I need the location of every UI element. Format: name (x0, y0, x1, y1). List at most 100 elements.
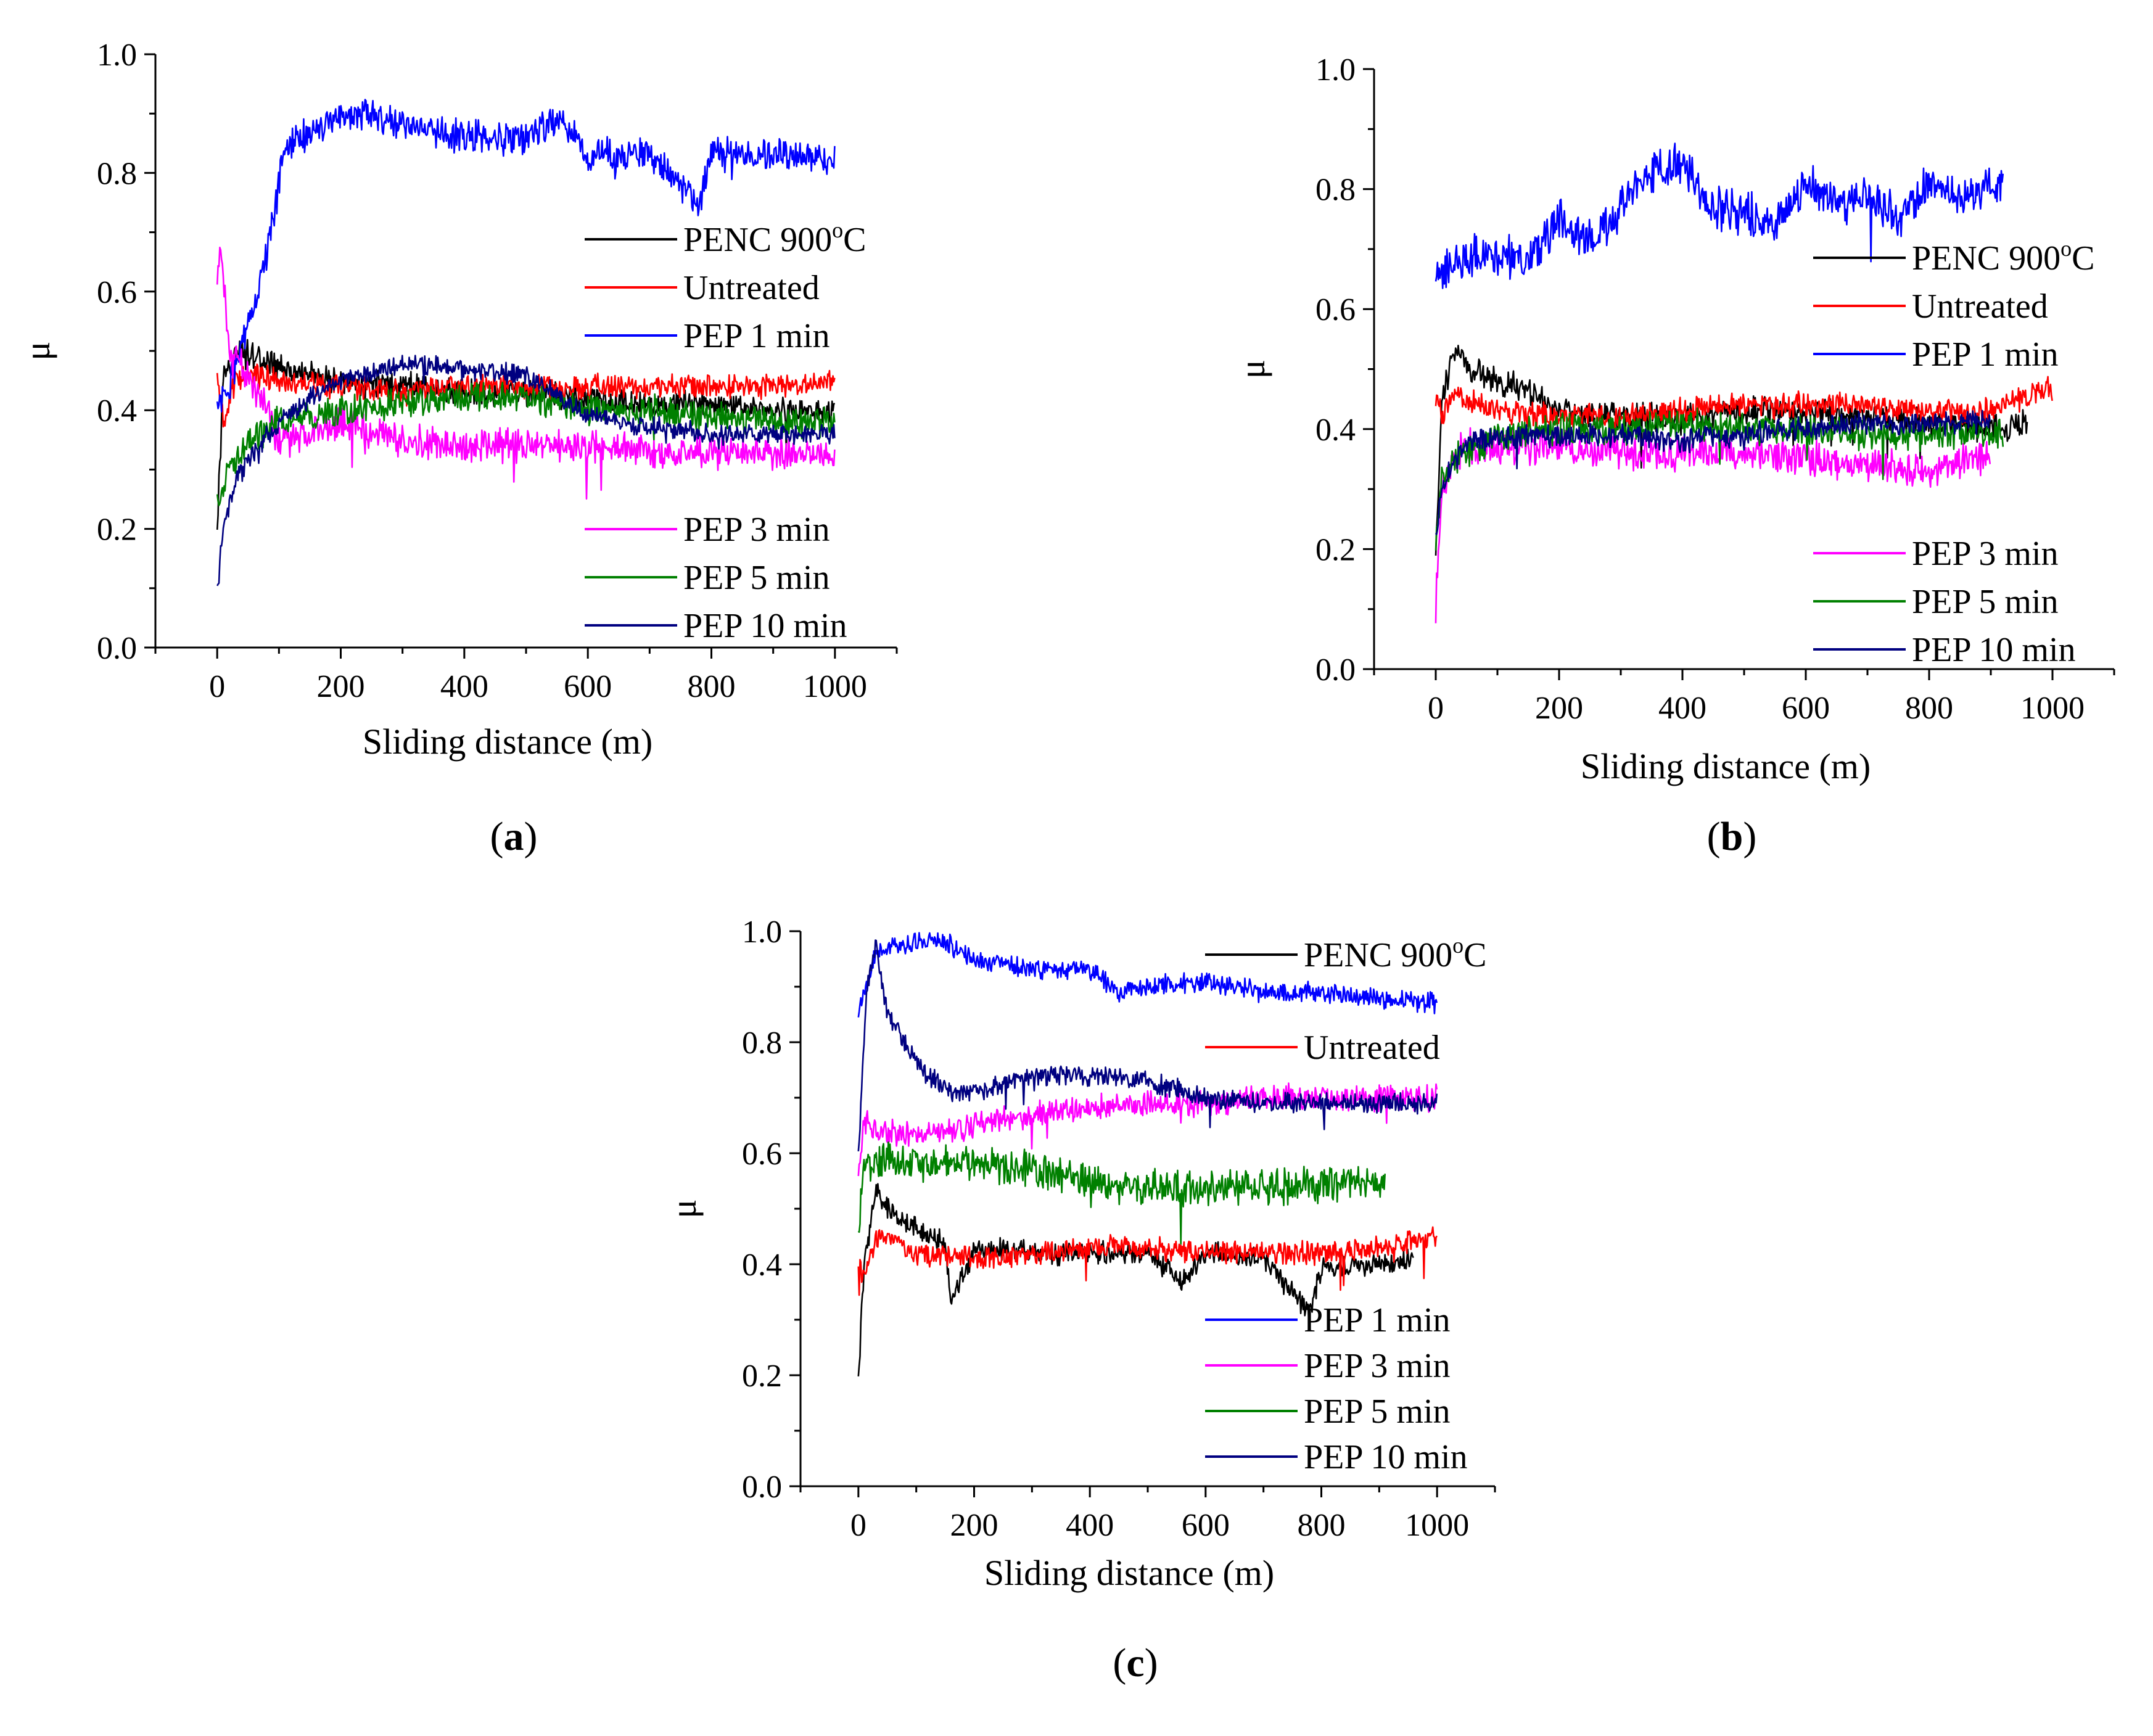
x-axis-title: Sliding distance (m) (1581, 746, 1871, 786)
legend-label-tail: C (1463, 936, 1486, 974)
chart-panel-a: 0 200 400 600 800 1000 0.0 0.2 0.4 0.6 0.8 1.0 Slidi… (17, 38, 898, 859)
legend-label: PEP 1 min (683, 317, 830, 355)
legend-label-text: PEP 5 min (1912, 583, 2059, 621)
legend-label-text: PEP 1 min (1304, 1301, 1451, 1339)
panel-caption-close: ) (524, 814, 538, 859)
x-tick-label: 600 (564, 669, 612, 704)
x-tick-label: 1000 (2020, 691, 2085, 726)
legend-label-text: Untreated (1912, 287, 2048, 326)
y-tick-label: 0.6 (742, 1137, 782, 1172)
x-tick-label: 400 (1066, 1508, 1114, 1543)
legend-label-text: PEP 5 min (1304, 1393, 1451, 1431)
legend-label-tail: C (843, 221, 866, 259)
series-line-pep-5-min (1435, 407, 2004, 551)
legend-entry: PEP 1 min (1205, 1301, 1451, 1339)
legend-label: PENC 900oC (683, 218, 867, 259)
y-tick-label: 0.8 (97, 156, 137, 191)
legend-label: PEP 10 min (1912, 631, 2076, 669)
legend-entry: PEP 3 min (585, 511, 830, 549)
panel-caption-letter: c (1126, 1640, 1144, 1685)
legend-entry: PENC 900oC (585, 218, 867, 259)
series-line-pep-5-min (857, 1141, 1386, 1245)
y-tick-label: 0.0 (1315, 652, 1356, 688)
series-line-untreated (216, 363, 836, 428)
x-tick-label: 800 (1905, 691, 1953, 726)
legend-entry: PEP 3 min (1813, 535, 2059, 573)
legend: PENC 900oC Untreated PEP 1 min PEP 3 min PEP… (1205, 933, 1487, 1476)
legend-entry: PEP 5 min (1205, 1393, 1451, 1431)
legend-label-text: PENC 900 (1304, 936, 1452, 974)
legend-entry: PEP 1 min (1813, 335, 2059, 374)
x-tick-label: 1000 (1405, 1508, 1469, 1543)
legend-label-sup: o (2060, 236, 2072, 261)
x-tick-label: 600 (1182, 1508, 1230, 1543)
legend-label-text: PENC 900 (683, 221, 832, 259)
legend-label: Untreated (1304, 1029, 1440, 1067)
legend-label-text: Untreated (1304, 1029, 1440, 1067)
legend-entry: PEP 1 min (585, 317, 830, 355)
x-tick-label: 400 (1658, 691, 1706, 726)
y-tick-label: 0.2 (1315, 532, 1356, 567)
series-line-pep-1-min (1435, 142, 2004, 289)
x-axis-title: Sliding distance (m) (363, 722, 652, 762)
legend-label: PEP 10 min (683, 607, 847, 645)
y-tick-label: 0.6 (1315, 292, 1356, 327)
legend-entry: PEP 3 min (1205, 1347, 1451, 1385)
panel-caption-letter: b (1721, 814, 1743, 859)
legend-entry: PEP 10 min (585, 607, 847, 645)
x-tick-label: 1000 (803, 669, 867, 704)
legend-label: PEP 5 min (1304, 1393, 1451, 1431)
legend-entry: PEP 5 min (1813, 583, 2059, 621)
x-tick-label: 200 (1535, 691, 1583, 726)
legend-entry: Untreated (1205, 1029, 1440, 1067)
y-tick-label: 0.6 (97, 275, 137, 310)
x-tick-label: 600 (1782, 691, 1830, 726)
panel-caption: (b) (1707, 814, 1757, 859)
panel-caption-close: ) (1145, 1640, 1158, 1685)
legend-label-text: PEP 3 min (683, 511, 830, 549)
legend-label: PENC 900oC (1304, 933, 1487, 974)
panel-caption-open: ( (490, 814, 504, 859)
legend-label: PEP 1 min (1912, 335, 2059, 374)
series-line-untreated (857, 1226, 1438, 1296)
legend-label: PEP 3 min (1304, 1347, 1451, 1385)
series-line-pep-10-min (857, 939, 1438, 1152)
legend: PENC 900oC Untreated PEP 1 min PEP 3 min PEP… (1813, 236, 2095, 669)
legend-label: PEP 3 min (1912, 535, 2059, 573)
y-tick-label: 0.4 (97, 393, 137, 429)
panel-caption-close: ) (1743, 814, 1756, 859)
y-tick-label: 0.0 (742, 1470, 782, 1505)
series-line-pep-10-min (216, 355, 836, 586)
series-line-pep-3-min (216, 247, 836, 500)
x-tick-label: 200 (317, 669, 365, 704)
legend-label-text: PEP 10 min (1912, 631, 2076, 669)
legend-entry: PENC 900oC (1813, 236, 2095, 278)
y-axis-title: μ (664, 1199, 704, 1218)
y-tick-label: 0.8 (1315, 173, 1356, 208)
legend-label-text: PEP 3 min (1304, 1347, 1451, 1385)
traces (216, 99, 836, 586)
legend-label-tail: C (2072, 239, 2094, 278)
x-tick-label: 400 (440, 669, 488, 704)
legend-entry: PEP 10 min (1813, 631, 2076, 669)
y-axis-title: μ (17, 341, 57, 360)
legend-label: PEP 10 min (1304, 1438, 1468, 1476)
legend-entry: PEP 5 min (585, 559, 830, 597)
chart-panel-b: 0 200 400 600 800 1000 0.0 0.2 0.4 0.6 0.8 1.0 Slidi… (1232, 52, 2115, 859)
y-tick-label: 1.0 (1315, 52, 1356, 88)
legend-entry: Untreated (585, 269, 820, 307)
y-tick-label: 0.2 (97, 512, 137, 548)
x-tick-label: 0 (1428, 691, 1444, 726)
legend-label: Untreated (1912, 287, 2048, 326)
legend-label-text: PEP 1 min (1912, 335, 2059, 374)
legend-label-text: PEP 1 min (683, 317, 830, 355)
series-line-pep-5-min (216, 381, 836, 506)
x-axis-title: Sliding distance (m) (984, 1553, 1274, 1593)
legend-label: PEP 3 min (683, 511, 830, 549)
panel-caption: (a) (490, 814, 538, 859)
legend-label-text: PEP 10 min (1304, 1438, 1468, 1476)
legend-entry: PENC 900oC (1205, 933, 1487, 974)
y-tick-label: 1.0 (97, 38, 137, 73)
legend-label-text: PEP 5 min (683, 559, 830, 597)
